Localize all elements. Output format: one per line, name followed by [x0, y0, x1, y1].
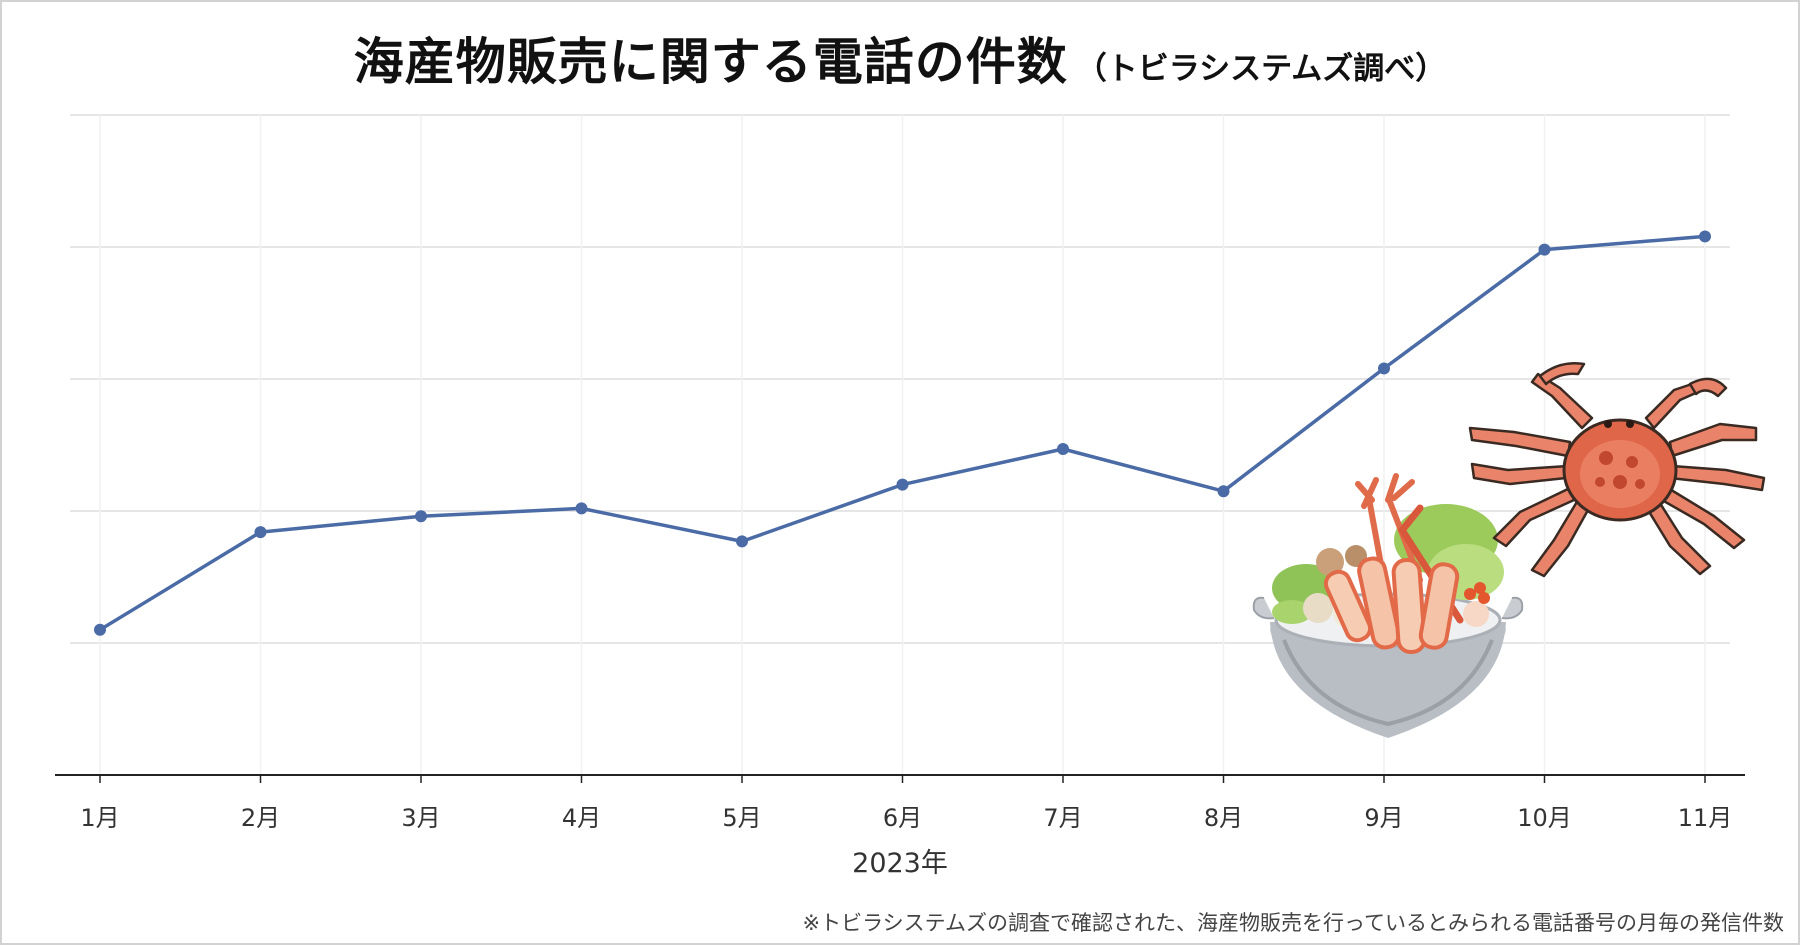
x-tick-label: 1月 [80, 804, 119, 832]
x-tick-label: 4月 [562, 804, 601, 832]
x-tick-label: 3月 [401, 804, 440, 832]
data-point [575, 502, 588, 515]
data-point [1538, 243, 1551, 256]
x-tick-label: 8月 [1204, 804, 1243, 832]
data-point [1378, 362, 1390, 375]
data-point [254, 526, 267, 539]
x-tick-label: 11月 [1678, 804, 1733, 832]
footnote: ※トビラシステムズの調査で確認された、海産物販売を行っているとみられる電話番号の… [802, 911, 1785, 935]
data-point [1217, 485, 1230, 498]
series-points [94, 230, 1711, 636]
x-tick-label: 6月 [883, 804, 922, 832]
chart-subtitle: （トビラシステムズ調べ） [1075, 51, 1447, 87]
data-point [1699, 230, 1711, 243]
data-point [1057, 442, 1069, 455]
data-point [415, 510, 427, 523]
x-tick-label: 10月 [1517, 804, 1572, 832]
snow-crab-illustration [1468, 362, 1766, 578]
x-tick-label: 7月 [1043, 804, 1082, 832]
x-tick-label: 2月 [241, 804, 280, 832]
chart-title: 海産物販売に関する電話の件数 [353, 33, 1068, 91]
crab-hotpot-illustration [1252, 473, 1524, 738]
x-tick-label: 9月 [1364, 804, 1403, 832]
chart-title-row: 海産物販売に関する電話の件数 （トビラシステムズ調べ） [0, 22, 1800, 94]
data-point [736, 535, 748, 548]
x-axis-title: 2023年 [852, 848, 948, 879]
data-point [896, 478, 909, 491]
data-point [94, 623, 106, 636]
x-axis-ticks: 1月 2月 3月 4月 5月 6月 7月 8月 9月 10月 11月 [80, 775, 1732, 832]
x-tick-label: 5月 [722, 804, 761, 832]
